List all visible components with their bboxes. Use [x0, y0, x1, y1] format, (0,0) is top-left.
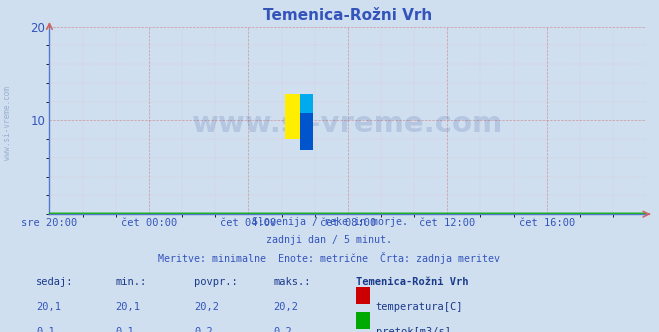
Text: temperatura[C]: temperatura[C]: [376, 302, 463, 312]
Text: sedaj:: sedaj:: [36, 277, 74, 287]
Text: 20,2: 20,2: [194, 302, 219, 312]
Text: www.si-vreme.com: www.si-vreme.com: [3, 86, 13, 160]
Text: 0,2: 0,2: [273, 327, 292, 332]
Text: zadnji dan / 5 minut.: zadnji dan / 5 minut.: [266, 235, 393, 245]
Bar: [300, 105, 313, 150]
Text: 20,1: 20,1: [115, 302, 140, 312]
Text: 0,1: 0,1: [115, 327, 134, 332]
Text: Meritve: minimalne  Enote: metrične  Črta: zadnja meritev: Meritve: minimalne Enote: metrične Črta:…: [159, 252, 500, 264]
Text: maks.:: maks.:: [273, 277, 311, 287]
Text: povpr.:: povpr.:: [194, 277, 238, 287]
Text: 0,2: 0,2: [194, 327, 213, 332]
Text: 20,1: 20,1: [36, 302, 61, 312]
Text: 20,2: 20,2: [273, 302, 299, 312]
Text: www.si-vreme.com: www.si-vreme.com: [192, 110, 503, 138]
Title: Temenica-Rožni Vrh: Temenica-Rožni Vrh: [263, 8, 432, 23]
Text: min.:: min.:: [115, 277, 146, 287]
Text: 0,1: 0,1: [36, 327, 55, 332]
Bar: [300, 94, 313, 113]
Bar: [285, 94, 300, 139]
Text: Temenica-Rožni Vrh: Temenica-Rožni Vrh: [356, 277, 469, 287]
Text: pretok[m3/s]: pretok[m3/s]: [376, 327, 451, 332]
Text: Slovenija / reke in morje.: Slovenija / reke in morje.: [252, 217, 407, 227]
